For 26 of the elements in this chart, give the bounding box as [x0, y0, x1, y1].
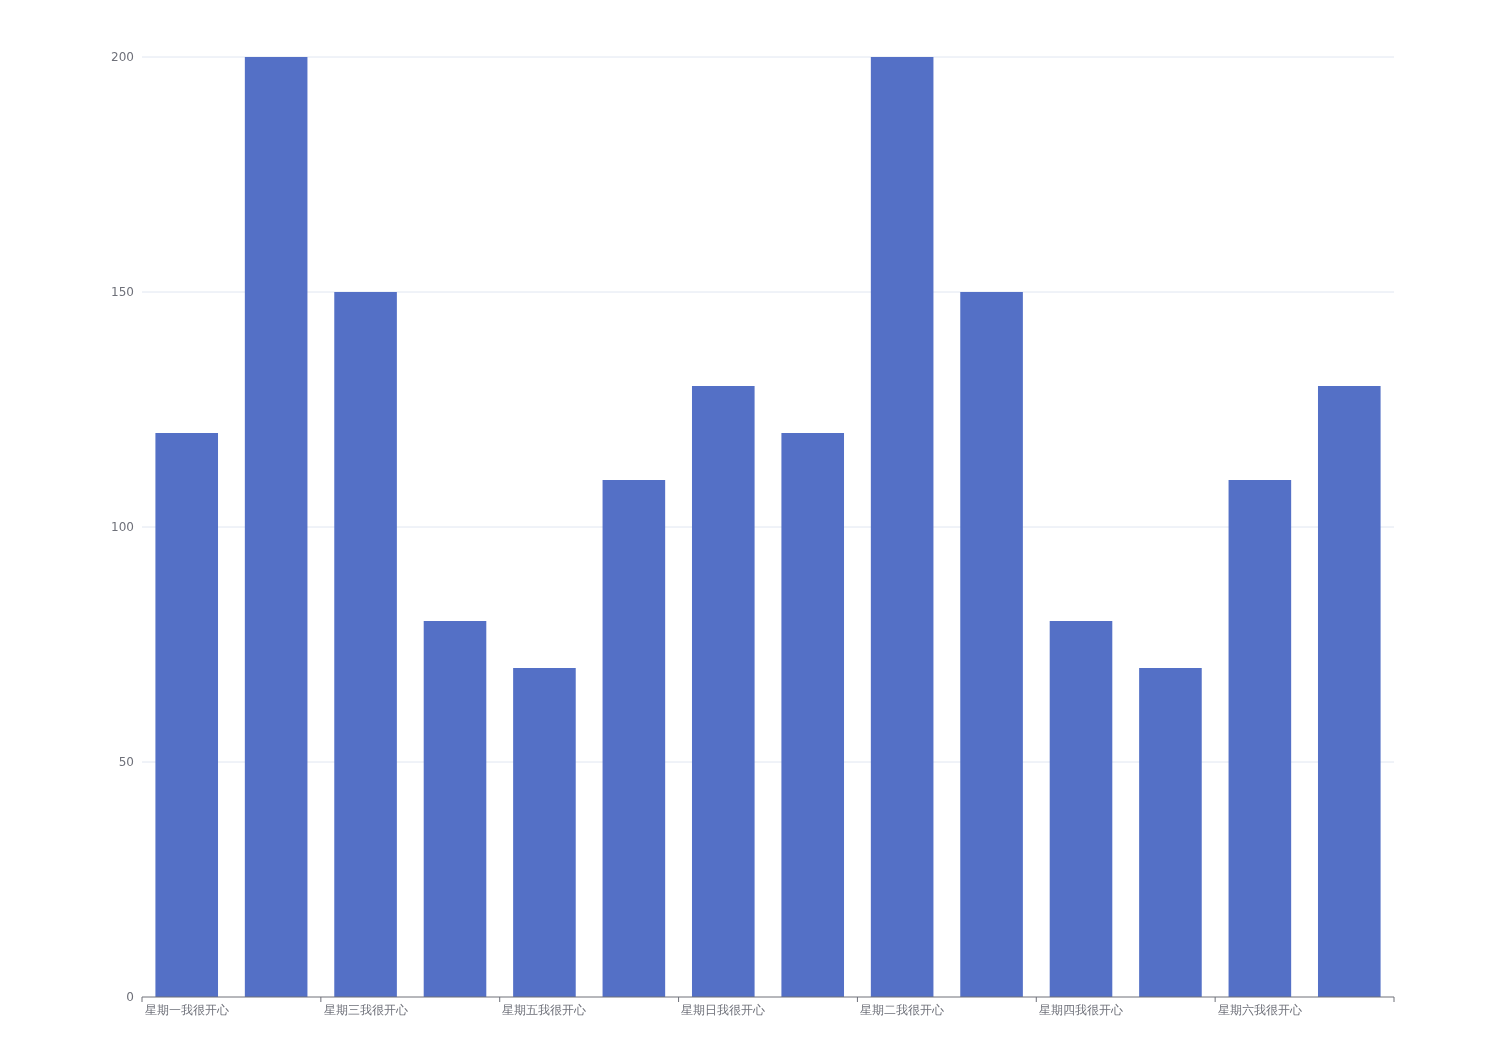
bar	[155, 433, 219, 997]
bar	[1228, 480, 1292, 997]
bar	[1317, 386, 1381, 997]
bar	[1049, 621, 1113, 997]
x-tick-label: 星期三我很开心	[323, 1003, 408, 1017]
bar	[781, 433, 845, 997]
bar	[334, 292, 397, 997]
bar	[513, 668, 576, 997]
bar	[423, 621, 487, 997]
y-tick-label: 100	[111, 520, 134, 534]
x-tick-label: 星期六我很开心	[1217, 1003, 1302, 1017]
bar	[602, 480, 666, 997]
x-tick-label: 星期二我很开心	[860, 1003, 945, 1017]
bar	[244, 57, 308, 997]
bar	[1139, 668, 1202, 997]
y-tick-label: 150	[111, 285, 134, 299]
x-tick-label: 星期五我很开心	[502, 1003, 587, 1017]
y-tick-label: 0	[126, 990, 134, 1004]
y-tick-label: 200	[111, 50, 134, 64]
bar	[960, 292, 1023, 997]
x-tick-label: 星期日我很开心	[681, 1003, 766, 1017]
bar	[870, 57, 934, 997]
x-tick-label: 星期四我很开心	[1039, 1003, 1123, 1017]
x-tick-label: 星期一我很开心	[144, 1003, 229, 1017]
y-tick-label: 50	[118, 755, 134, 769]
bar	[691, 386, 755, 997]
